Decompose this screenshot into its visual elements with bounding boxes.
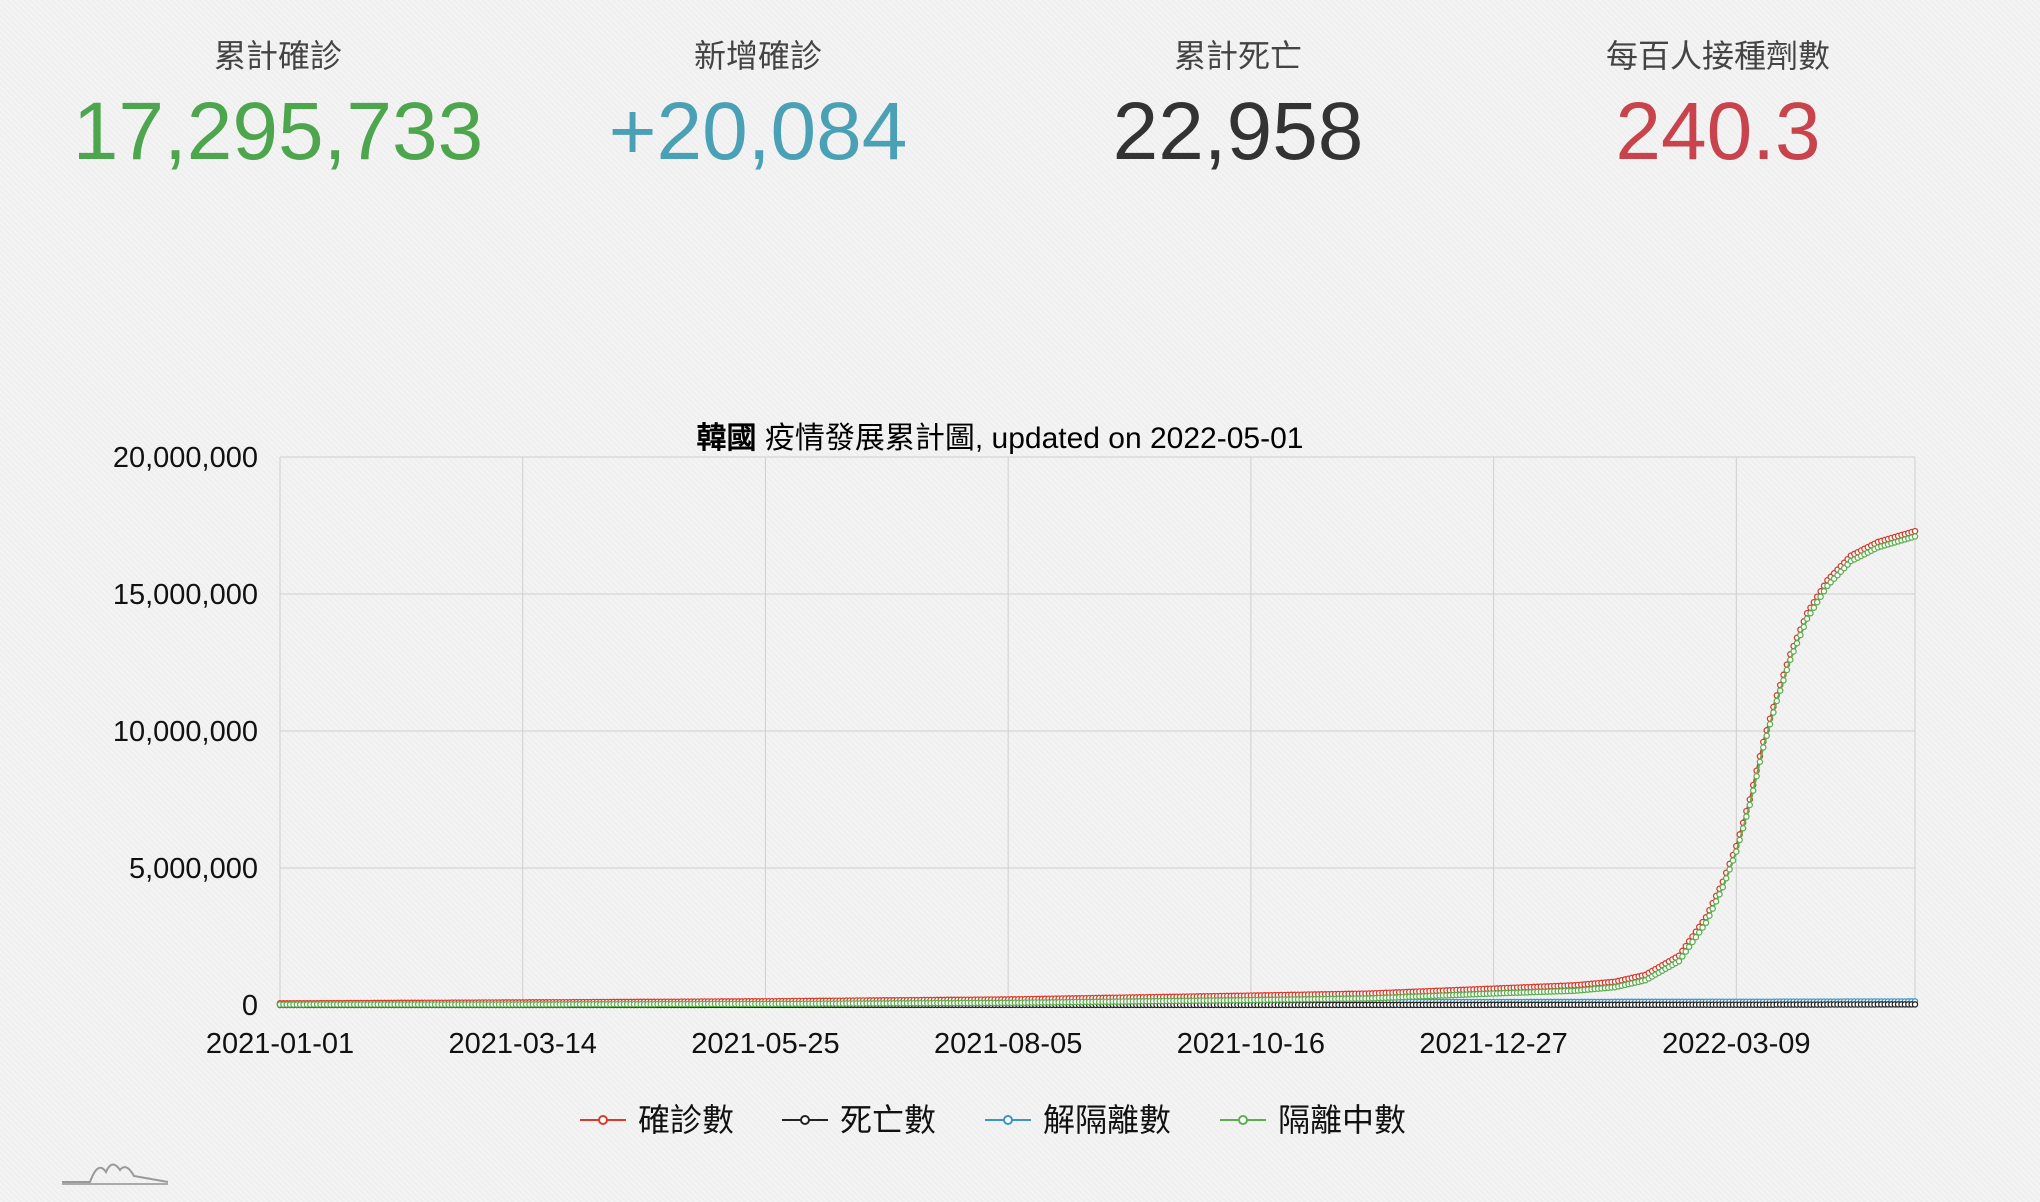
- x-tick-label: 2021-05-25: [691, 1028, 839, 1060]
- stat-doses-per-hundred: 每百人接種劑數 240.3: [1478, 30, 1958, 182]
- data-point: [1733, 848, 1740, 855]
- data-point: [1753, 772, 1760, 780]
- stat-value: 17,295,733: [72, 86, 484, 177]
- data-point: [1780, 677, 1787, 684]
- y-tick-label: 10,000,000: [113, 716, 258, 748]
- data-point: [1736, 836, 1743, 844]
- x-tick-label: 2021-08-05: [934, 1028, 1082, 1060]
- stat-label: 每百人接種劑數: [1605, 37, 1830, 75]
- y-tick-label: 20,000,000: [113, 442, 258, 474]
- data-point: [1722, 875, 1730, 882]
- legend-marker: [800, 1115, 810, 1125]
- data-point: [1803, 615, 1811, 622]
- data-point: [1810, 604, 1818, 611]
- x-tick-label: 2021-12-27: [1419, 1028, 1567, 1060]
- data-point: [1712, 898, 1720, 905]
- stat-new-confirmed: 新增確診 +20,084: [518, 30, 998, 182]
- stat-total-confirmed: 累計確診 17,295,733: [38, 30, 518, 182]
- chart-title: 韓國 疫情發展累計圖, updated on 2022-05-01: [697, 422, 1304, 455]
- data-point: [1773, 697, 1781, 705]
- x-tick-label: 2022-03-09: [1662, 1028, 1810, 1060]
- data-point: [1726, 866, 1733, 873]
- data-point: [1756, 758, 1764, 766]
- data-point: [1679, 953, 1686, 960]
- mountain-logo-icon: [62, 1163, 169, 1185]
- data-point: [1675, 957, 1683, 965]
- series-4: [276, 533, 1919, 1008]
- legend-marker: [1238, 1115, 1248, 1125]
- data-point: [1807, 609, 1814, 617]
- legend-item[interactable]: 確診數: [580, 1101, 734, 1139]
- legend-item[interactable]: 解隔離數: [985, 1101, 1171, 1139]
- data-point: [1911, 1001, 1919, 1008]
- data-point: [1783, 666, 1791, 674]
- legend-marker: [598, 1115, 608, 1125]
- x-tick-label: 2021-03-14: [449, 1028, 597, 1060]
- data-point: [1746, 801, 1754, 809]
- data-point: [1813, 598, 1821, 606]
- data-point: [1689, 938, 1696, 946]
- chart-grid: [279, 456, 1916, 1006]
- legend-item[interactable]: 隔離中數: [1220, 1101, 1406, 1139]
- legend-label: 解隔離數: [1043, 1101, 1171, 1139]
- stat-value: 240.3: [1615, 86, 1821, 177]
- data-point: [1797, 631, 1804, 639]
- stat-label: 累計確診: [213, 37, 342, 75]
- data-point: [1911, 533, 1919, 540]
- data-point: [1760, 744, 1767, 751]
- legend-marker: [1003, 1115, 1013, 1125]
- data-point: [1770, 709, 1777, 716]
- stat-label: 新增確診: [693, 37, 822, 75]
- stat-label: 累計死亡: [1173, 37, 1302, 75]
- legend-label: 隔離中數: [1278, 1101, 1406, 1139]
- data-point: [1911, 527, 1919, 535]
- x-tick-label: 2021-10-16: [1177, 1028, 1325, 1060]
- stat-value: 22,958: [1112, 86, 1364, 177]
- data-point: [1743, 813, 1750, 820]
- chart-series: [276, 527, 1919, 1009]
- series-line: [280, 530, 1916, 1005]
- stat-value: +20,084: [608, 86, 908, 177]
- data-point: [1702, 919, 1710, 927]
- data-point: [1739, 825, 1747, 832]
- data-point: [1699, 924, 1706, 931]
- chart-legend[interactable]: 確診數 死亡數 解隔離數 隔離中數: [580, 1101, 1406, 1139]
- data-point: [1706, 912, 1713, 919]
- data-point: [1729, 857, 1737, 864]
- data-point: [1709, 905, 1716, 912]
- chart-title-country: 韓國: [697, 422, 757, 455]
- legend-item[interactable]: 死亡數: [782, 1101, 936, 1139]
- chart-title-text: 疫情發展累計圖, updated on 2022-05-01: [757, 422, 1304, 455]
- data-point: [1793, 640, 1801, 647]
- data-point: [1685, 943, 1693, 951]
- data-point: [1692, 933, 1700, 941]
- data-point: [1749, 787, 1757, 794]
- data-point: [1776, 687, 1784, 694]
- data-point: [1719, 883, 1727, 891]
- y-tick-label: 5,000,000: [129, 853, 258, 885]
- legend-label: 死亡數: [840, 1101, 936, 1139]
- data-point: [1682, 948, 1690, 955]
- data-point: [1790, 648, 1797, 655]
- stat-total-deaths: 累計死亡 22,958: [998, 30, 1478, 182]
- series-line: [280, 535, 1916, 1006]
- data-point: [1787, 656, 1794, 664]
- data-point: [1695, 929, 1703, 936]
- data-point: [1817, 593, 1824, 600]
- data-point: [1820, 588, 1828, 595]
- stats-row: 累計確診 17,295,733 新增確診 +20,084 累計死亡 22,958…: [0, 30, 2040, 180]
- y-tick-label: 0: [242, 990, 258, 1022]
- data-point: [1766, 720, 1774, 728]
- chart-axes: 20,000,000 15,000,000 10,000,000 5,000,000 0…: [113, 442, 1811, 1060]
- y-tick-label: 15,000,000: [113, 579, 258, 611]
- series-1: [276, 527, 1919, 1007]
- data-point: [1800, 623, 1808, 631]
- data-point: [1716, 891, 1723, 898]
- x-tick-label: 2021-01-01: [206, 1028, 354, 1060]
- legend-label: 確診數: [638, 1101, 734, 1139]
- data-point: [1763, 732, 1770, 740]
